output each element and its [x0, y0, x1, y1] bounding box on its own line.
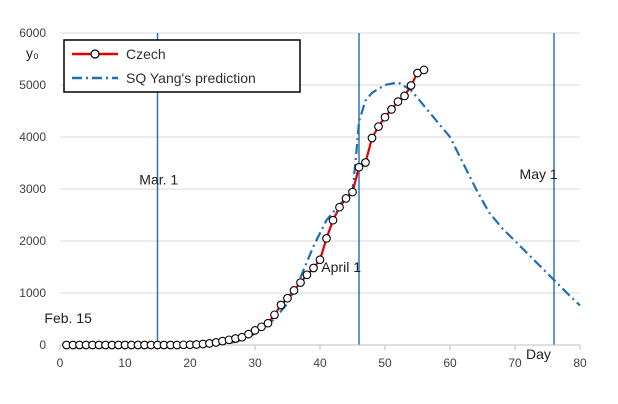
legend-box: [63, 39, 301, 93]
event-label: Mar. 1: [139, 171, 178, 187]
czech-point: [257, 322, 266, 332]
x-tick-label: 10: [118, 356, 132, 370]
y-tick-label: 3000: [19, 182, 46, 196]
czech-point: [250, 326, 260, 335]
czech-point: [419, 65, 429, 75]
y-tick-label: 1000: [19, 286, 46, 300]
czech-point: [263, 318, 273, 328]
series-layer: [62, 65, 581, 350]
czech-point: [289, 286, 299, 295]
czech-point: [393, 97, 403, 106]
x-tick-label: 20: [183, 356, 197, 370]
czech-point: [341, 194, 351, 203]
y-tick-label: 0: [39, 338, 46, 352]
x-tick-label: 30: [248, 356, 262, 370]
czech-point: [354, 162, 364, 172]
czech-point: [315, 255, 325, 265]
x-tick-label: 80: [573, 356, 587, 370]
x-tick-label: 70: [508, 356, 522, 370]
czech-point: [283, 293, 292, 303]
czech-point: [309, 263, 318, 273]
czech-point: [374, 122, 383, 131]
x-tick-label: 50: [378, 356, 392, 370]
czech-point: [296, 278, 305, 287]
axes: 0 1000 2000 3000 4000 5000 6000 0 10 20 30 40 50 60 70…: [19, 26, 587, 370]
event-label: April 1: [321, 259, 361, 275]
czech-point: [380, 112, 390, 122]
y-tick-label: 5000: [19, 78, 46, 92]
event-label: May 1: [520, 166, 558, 182]
legend: Czech SQ Yang's prediction: [63, 39, 301, 93]
x-tick-label: 40: [313, 356, 327, 370]
x-tick-label: 0: [57, 356, 64, 370]
czech-line: [66, 68, 425, 347]
czech-point: [335, 202, 344, 212]
czech-point: [322, 234, 331, 243]
czech-point: [328, 215, 338, 225]
annotations: Mar. 1 April 1 May 1 Feb. 15: [44, 166, 557, 326]
annotation-label: Feb. 15: [44, 310, 92, 326]
czech-point: [348, 187, 357, 197]
y-tick-label: 4000: [19, 130, 46, 144]
y-axis-label: y₀: [26, 45, 39, 61]
czech-point: [302, 270, 312, 280]
czech-point: [276, 300, 286, 310]
legend-label-czech: Czech: [126, 46, 166, 62]
x-axis-label: Day: [526, 346, 551, 362]
czech-point: [400, 91, 409, 101]
y-tick-label: 2000: [19, 234, 46, 248]
czech-point: [406, 81, 416, 90]
czech-point: [387, 105, 396, 114]
x-tick-label: 60: [443, 356, 457, 370]
y-tick-label: 6000: [19, 26, 46, 40]
czech-point: [367, 133, 377, 143]
czech-point: [244, 329, 253, 339]
legend-label-prediction: SQ Yang's prediction: [126, 70, 256, 86]
legend-marker-czech: [90, 49, 100, 59]
prediction-line: [189, 81, 581, 347]
czech-point: [361, 158, 370, 167]
czech-point: [270, 310, 279, 320]
